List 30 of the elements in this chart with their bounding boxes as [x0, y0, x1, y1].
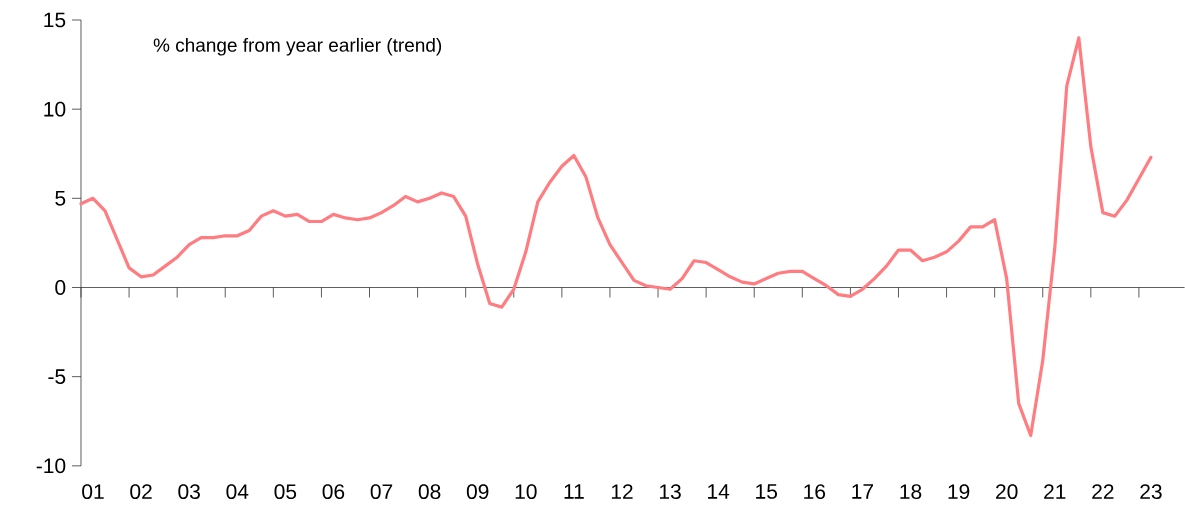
x-tick-label: 04	[226, 484, 249, 500]
y-tick-label: -10	[36, 458, 66, 474]
x-tick-label: 06	[322, 484, 345, 500]
y-tick-label: 15	[44, 12, 66, 28]
x-tick-label: 10	[515, 484, 537, 500]
x-tick-label: 22	[1092, 484, 1114, 499]
x-tick-label: 13	[659, 484, 681, 500]
x-tick-label: 17	[852, 484, 874, 499]
x-tick-label: 07	[370, 484, 393, 500]
x-tick-label: 21	[1044, 484, 1066, 499]
y-tick-label: 10	[44, 101, 66, 117]
y-tick-label: 0	[55, 280, 66, 296]
y-tick-label: 5	[55, 191, 66, 206]
x-tick-label: 19	[948, 484, 970, 500]
x-tick-label: 05	[274, 484, 297, 500]
x-tick-label: 08	[418, 484, 441, 500]
annotation: % change from year earlier (trend)	[153, 37, 442, 56]
x-tick-label: 12	[611, 484, 633, 499]
x-tick-label: 01	[82, 484, 104, 500]
x-tick-label: 11	[564, 484, 584, 499]
y-tick-label: -5	[48, 369, 66, 385]
x-tick-label: 02	[130, 484, 152, 500]
x-tick-label: 20	[996, 484, 1018, 500]
x-tick-label: 18	[900, 484, 922, 500]
x-tick-label: 23	[1140, 484, 1162, 500]
x-tick-label: 09	[466, 484, 489, 500]
x-tick-label: 03	[178, 484, 200, 500]
x-tick-label: 15	[756, 484, 778, 499]
x-tick-label: 14	[708, 484, 730, 499]
x-tick-label: 16	[804, 484, 826, 500]
